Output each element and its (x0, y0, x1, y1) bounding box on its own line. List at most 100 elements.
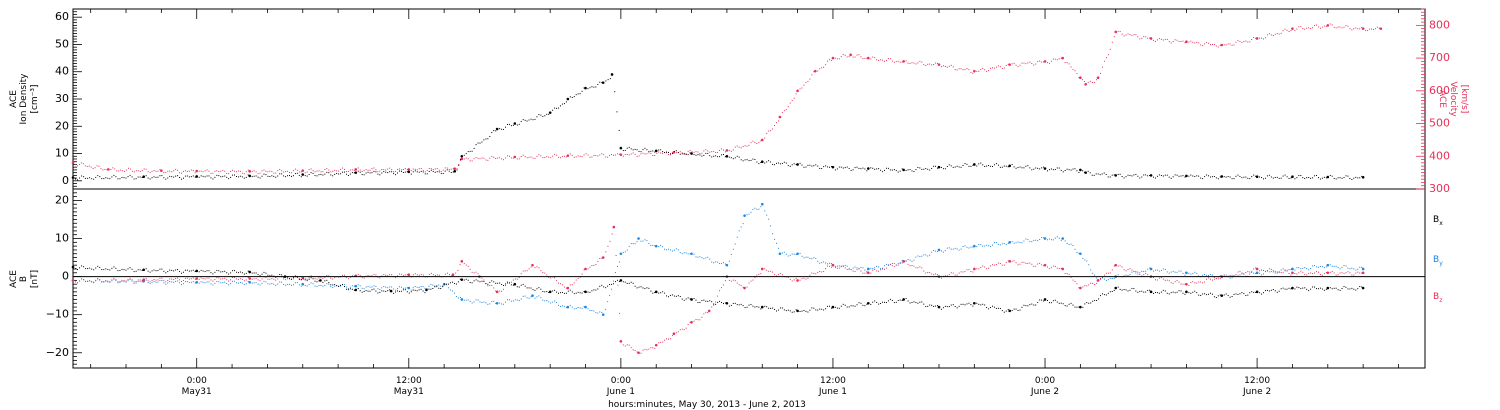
bx-dot (241, 272, 243, 274)
bx-dot (838, 307, 840, 309)
density-dot (646, 149, 648, 151)
bx-dot (1154, 291, 1156, 293)
velocity-dot (1235, 41, 1237, 43)
by-dot (658, 246, 660, 248)
by-dot (202, 281, 204, 283)
bx-dot (436, 286, 438, 288)
density-dot (1050, 168, 1052, 170)
by-dot (536, 296, 538, 298)
by-dot (111, 280, 113, 282)
legend-bx: Bx (1433, 215, 1443, 227)
by-dot (1123, 275, 1125, 277)
density-dot (448, 170, 450, 172)
by-dot (224, 281, 226, 283)
bz-dot (1174, 281, 1176, 283)
velocity-dot (554, 153, 556, 155)
bz-dot (581, 273, 583, 275)
density-dot (1021, 167, 1023, 169)
density-point (1043, 167, 1047, 170)
bx-dot (840, 305, 842, 307)
velocity-dot (436, 168, 438, 170)
velocity-dot (126, 169, 128, 171)
velocity-dot (1280, 32, 1282, 34)
bx-dot (852, 305, 854, 307)
bz-point (831, 263, 835, 267)
velocity-dot (210, 172, 212, 174)
bz-dot (1094, 283, 1096, 285)
velocity-dot (1005, 64, 1007, 66)
by-dot (318, 284, 320, 286)
bx-dot (561, 291, 563, 293)
by-dot (978, 243, 980, 245)
by-dot (1198, 275, 1200, 277)
bx-dot (1082, 306, 1084, 308)
density-dot (573, 96, 575, 98)
density-dot (1262, 178, 1264, 180)
velocity-dot (251, 171, 253, 173)
bz-dot (491, 284, 493, 286)
density-dot (324, 173, 326, 175)
by-dot (131, 280, 133, 282)
bz-dot (438, 274, 440, 276)
by-dot (245, 283, 247, 285)
density-dot (834, 169, 836, 171)
by-dot (628, 245, 630, 247)
bz-point (902, 260, 905, 263)
bz-dot (1253, 268, 1255, 270)
by-dot (194, 282, 196, 284)
bz-dot (909, 265, 911, 267)
bz-dot (1039, 262, 1041, 264)
velocity-dot (546, 156, 548, 158)
density-dot (438, 171, 440, 173)
velocity-dot (1123, 35, 1125, 37)
by-dot (210, 283, 212, 285)
density-dot (1154, 177, 1156, 179)
bz-dot (683, 329, 685, 331)
bx-point (796, 309, 799, 313)
by-dot (666, 249, 668, 251)
bx-dot (117, 270, 119, 272)
by-dot (795, 254, 797, 256)
by-dot (852, 267, 854, 269)
velocity-dot (693, 151, 695, 153)
density-dot (181, 178, 183, 180)
velocity-dot (1253, 37, 1255, 39)
bz-dot (632, 349, 634, 351)
bz-dot (308, 277, 310, 279)
bz-dot (387, 275, 389, 277)
bx-dot (701, 300, 703, 302)
by-dot (752, 208, 754, 210)
density-dot (614, 91, 616, 93)
by-dot (809, 257, 811, 259)
density-dot (772, 163, 774, 165)
bz-dot (97, 277, 99, 279)
bx-dot (290, 278, 292, 280)
bx-dot (1341, 287, 1343, 289)
bx-dot (789, 310, 791, 312)
bz-dot (791, 280, 793, 282)
bz-dot (793, 279, 795, 281)
bx-dot (281, 274, 283, 276)
velocity-dot (1264, 37, 1266, 39)
bz-dot (163, 279, 165, 281)
velocity-dot (638, 155, 640, 157)
density-dot (701, 155, 703, 157)
bz-dot (316, 278, 318, 280)
density-dot (1361, 175, 1363, 177)
density-dot (363, 174, 365, 176)
velocity-dot (524, 156, 526, 158)
bx-dot (113, 266, 115, 268)
by-dot (365, 286, 367, 288)
bz-dot (1033, 265, 1035, 267)
bx-dot (819, 308, 821, 310)
density-dot (948, 164, 950, 166)
velocity-dot (259, 172, 261, 174)
density-dot (848, 168, 850, 170)
density-dot (571, 96, 573, 98)
density-dot (789, 165, 791, 167)
by-dot (646, 240, 648, 242)
bz-dot (149, 281, 151, 283)
by-dot (789, 254, 791, 256)
bz-point (1255, 267, 1259, 271)
by-dot (261, 282, 263, 284)
